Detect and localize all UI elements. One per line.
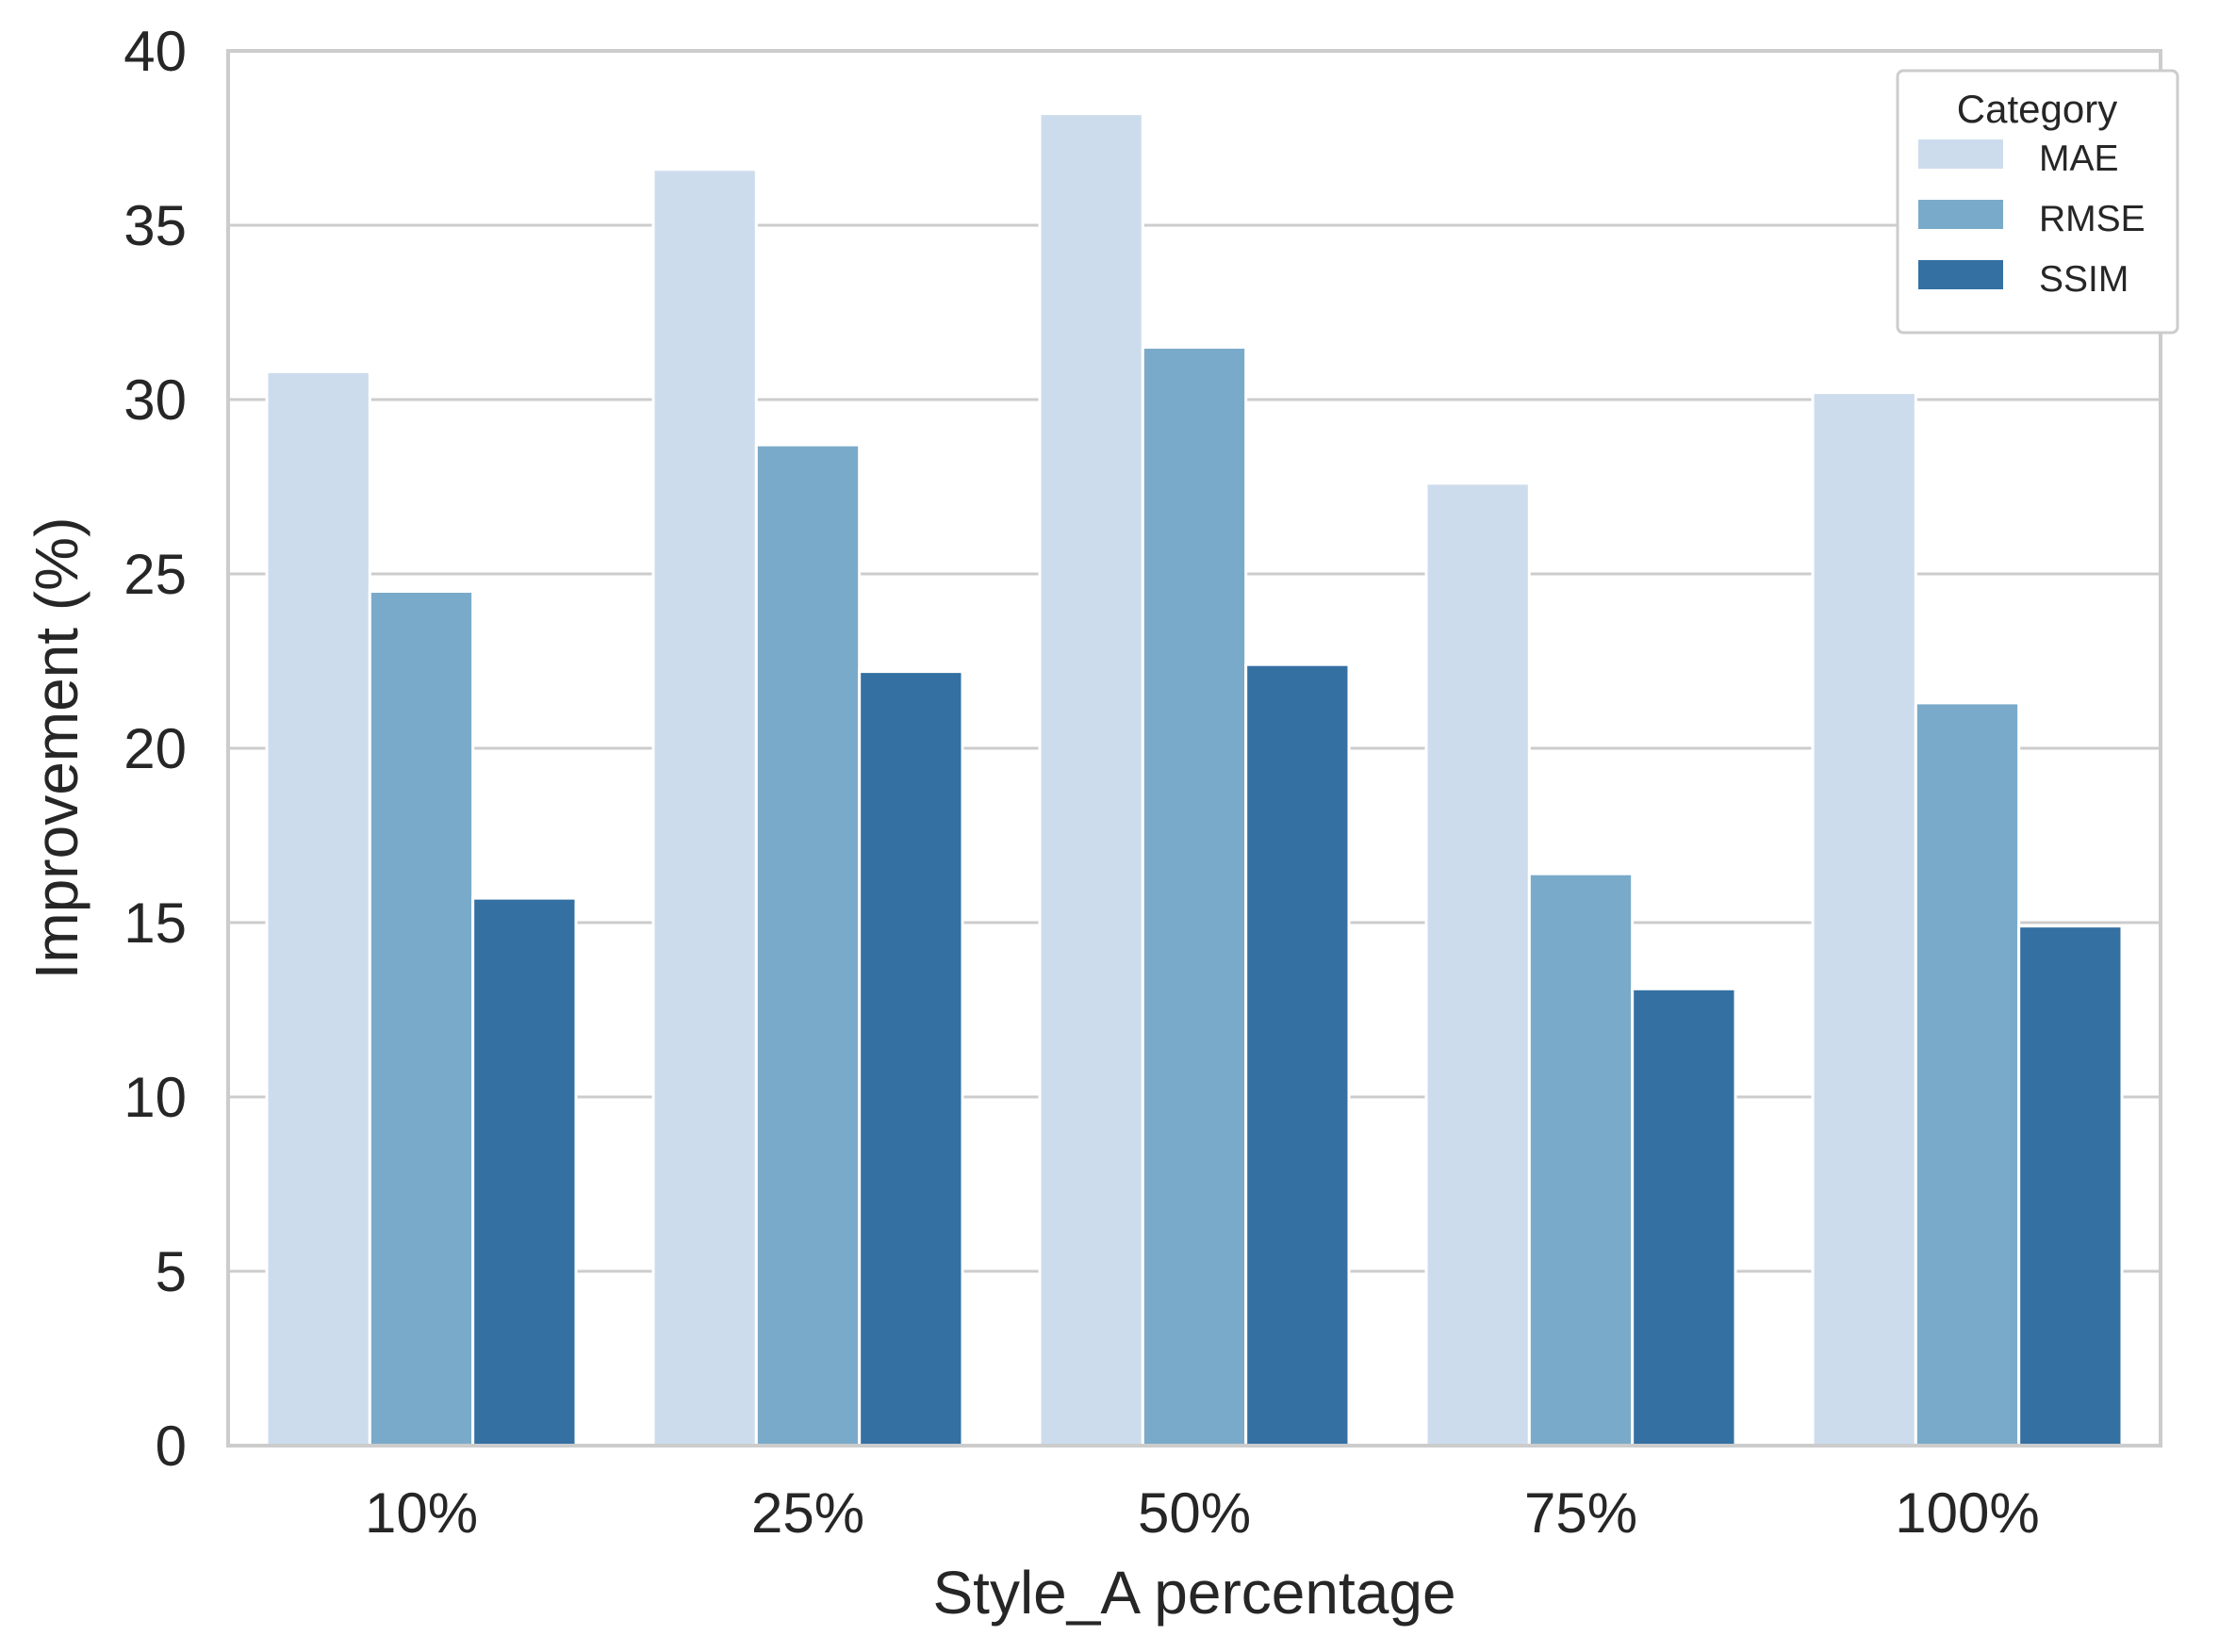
x-axis-ticks: 10% 25% 50% 75% 100% (365, 1481, 2040, 1545)
legend-swatch-rmse (1918, 200, 2003, 229)
bar-ssim-3 (1631, 987, 1737, 1448)
bar-series (265, 112, 2124, 1448)
y-tick-label: 30 (123, 368, 187, 432)
legend-label-rmse: RMSE (2039, 199, 2145, 239)
plot-frame (226, 49, 2162, 1448)
legend-swatch-ssim (1918, 260, 2003, 289)
y-tick-label: 0 (156, 1415, 187, 1478)
x-tick-label: 50% (1138, 1481, 1251, 1545)
bar-rmse-4 (1914, 701, 2021, 1448)
bar-ssim-0 (471, 896, 578, 1448)
legend-swatch-mae (1918, 139, 2003, 169)
bar-mae-4 (1811, 391, 1917, 1448)
legend-label-mae: MAE (2039, 139, 2119, 179)
x-tick-label: 75% (1524, 1481, 1637, 1545)
bar-ssim-4 (2017, 924, 2124, 1448)
bar-mae-2 (1038, 112, 1144, 1448)
bar-mae-1 (651, 168, 758, 1448)
bar-rmse-0 (368, 590, 475, 1448)
legend-title: Category (1957, 87, 2117, 131)
x-tick-label: 25% (751, 1481, 864, 1545)
y-tick-label: 25 (123, 543, 187, 606)
bar-rmse-2 (1141, 346, 1248, 1448)
y-tick-label: 10 (123, 1066, 187, 1129)
bar-mae-0 (265, 369, 371, 1448)
x-axis-title: Style_A percentage (932, 1559, 1455, 1627)
y-tick-label: 5 (156, 1240, 187, 1303)
bar-rmse-1 (754, 443, 862, 1448)
y-axis-ticks: 0 5 10 15 20 25 30 35 40 (123, 20, 187, 1478)
x-tick-label: 100% (1895, 1481, 2039, 1545)
bar-mae-3 (1424, 482, 1531, 1448)
bar-ssim-1 (858, 670, 964, 1448)
y-tick-label: 40 (123, 20, 187, 83)
y-tick-label: 20 (123, 717, 187, 780)
y-tick-label: 35 (123, 194, 187, 257)
legend-label-ssim: SSIM (2039, 259, 2129, 300)
bar-ssim-2 (1244, 662, 1351, 1448)
x-tick-label: 10% (365, 1481, 478, 1545)
y-axis-title: Improvement (%) (23, 517, 90, 980)
bar-rmse-3 (1527, 872, 1635, 1448)
y-tick-label: 15 (123, 891, 187, 955)
legend: Category MAE RMSE SSIM (1896, 69, 2179, 335)
